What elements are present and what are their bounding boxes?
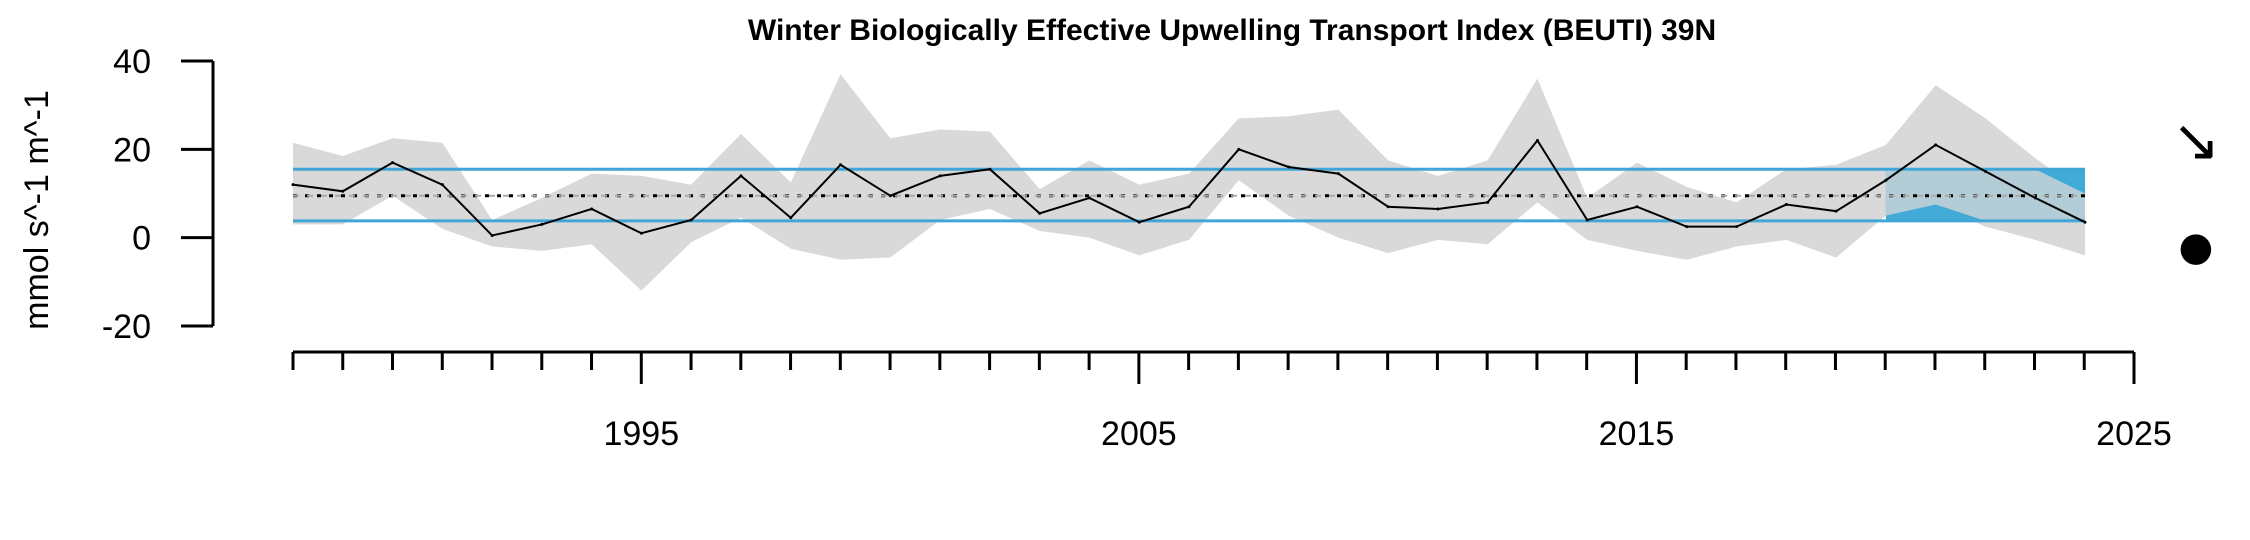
mean-dot-icon: ● <box>2179 224 2214 270</box>
data-point <box>938 174 942 178</box>
data-point <box>590 207 594 211</box>
data-point <box>1486 200 1490 204</box>
data-point <box>1884 178 1888 182</box>
trend-arrow-icon: ↘ <box>2172 106 2221 174</box>
data-point <box>490 233 494 237</box>
data-point <box>739 174 743 178</box>
data-point <box>1386 205 1390 209</box>
data-point <box>1336 172 1340 176</box>
y-axis: -20 0 20 40 <box>102 43 215 346</box>
reference-lines-layer <box>293 167 2085 223</box>
x-tick-label: 2005 <box>1101 415 1177 453</box>
y-tick-label: -20 <box>102 308 151 346</box>
x-tick-label: 1995 <box>603 415 679 453</box>
x-tick-label: 2025 <box>2096 415 2172 453</box>
data-point <box>1983 169 1987 173</box>
data-point <box>2083 220 2087 224</box>
data-point <box>341 189 345 193</box>
data-point <box>2033 196 2037 200</box>
data-point <box>988 167 992 171</box>
data-point <box>291 183 295 187</box>
data-point <box>1038 211 1042 215</box>
data-point <box>639 231 643 235</box>
chart-title: Winter Biologically Effective Upwelling … <box>748 14 1716 47</box>
y-tick-label: 20 <box>113 131 151 169</box>
data-point <box>440 183 444 187</box>
x-tick-label: 2015 <box>1599 415 1675 453</box>
uncertainty-band <box>293 74 2085 291</box>
data-point <box>1535 139 1539 142</box>
uncertainty-band-layer <box>293 74 2085 291</box>
y-tick-label: 0 <box>132 220 151 258</box>
plot-area <box>291 74 2087 291</box>
data-point <box>1237 147 1241 151</box>
data-point <box>1087 196 1091 200</box>
series-layer <box>291 138 2087 237</box>
data-point <box>1287 165 1291 169</box>
data-point <box>540 222 544 226</box>
data-point <box>1934 143 1938 147</box>
y-axis-label: mmol s^-1 m^-1 <box>18 90 56 330</box>
data-point <box>1187 205 1191 209</box>
x-axis: 1995 2005 2015 2025 <box>291 350 2172 453</box>
data-point <box>839 163 843 167</box>
data-point <box>391 161 395 165</box>
data-point <box>1784 203 1788 207</box>
y-tick-label: 40 <box>113 43 151 81</box>
data-point <box>1585 218 1589 222</box>
data-point <box>1436 207 1440 211</box>
data-point <box>1834 209 1838 213</box>
data-point <box>1137 220 1141 224</box>
data-point <box>789 216 793 220</box>
data-point <box>1685 225 1689 229</box>
data-point <box>888 194 892 198</box>
data-point <box>1735 225 1739 229</box>
data-point <box>689 218 693 222</box>
data-point <box>1635 205 1639 209</box>
